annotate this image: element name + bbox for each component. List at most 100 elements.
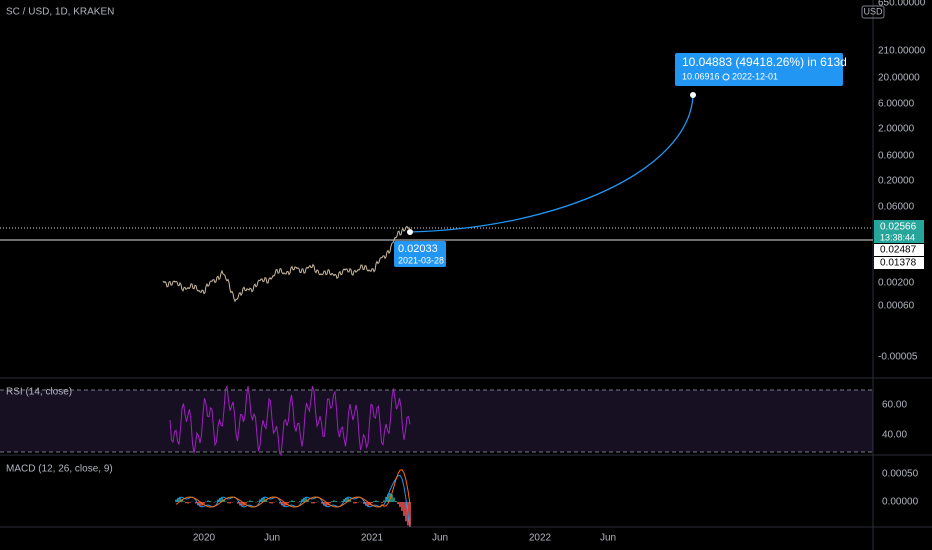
macd-histogram bbox=[341, 501, 343, 502]
macd-histogram bbox=[247, 501, 249, 502]
macd-histogram bbox=[205, 501, 207, 502]
price-badge bbox=[874, 244, 924, 256]
start-point bbox=[407, 229, 413, 235]
macd-histogram bbox=[221, 497, 223, 502]
macd-title: MACD (12, 26, close, 9) bbox=[6, 464, 113, 475]
macd-histogram bbox=[311, 502, 313, 504]
macd-histogram bbox=[395, 501, 397, 502]
macd-histogram bbox=[321, 502, 323, 504]
price-axis-label: -0.00005 bbox=[878, 352, 918, 363]
macd-histogram bbox=[401, 502, 403, 511]
symbol-title: SC / USD, 1D, KRAKEN bbox=[6, 7, 114, 18]
rsi-axis-label: 40.00 bbox=[882, 430, 907, 441]
macd-histogram bbox=[399, 502, 401, 508]
rsi-band bbox=[0, 390, 873, 452]
macd-histogram bbox=[287, 502, 289, 504]
price-axis-label: 6.00000 bbox=[878, 99, 915, 110]
time-axis-label: Jun bbox=[264, 533, 280, 544]
macd-histogram bbox=[199, 502, 201, 507]
price-axis-label: 650.00000 bbox=[878, 0, 926, 9]
macd-histogram bbox=[387, 493, 389, 502]
start-date: 2021-03-28 bbox=[398, 255, 444, 265]
macd-histogram bbox=[179, 497, 181, 502]
countdown: 13:38:44 bbox=[880, 232, 915, 242]
macd-histogram bbox=[245, 502, 247, 504]
start-price: 0.02033 bbox=[398, 243, 438, 255]
macd-histogram bbox=[335, 501, 337, 502]
macd-histogram bbox=[241, 502, 243, 507]
time-axis-label: 2022 bbox=[529, 533, 552, 544]
macd-histogram bbox=[353, 502, 355, 504]
macd-histogram bbox=[325, 502, 327, 507]
time-axis-label: Jun bbox=[600, 533, 616, 544]
macd-histogram bbox=[375, 500, 377, 502]
macd-histogram bbox=[329, 502, 331, 504]
macd-histogram bbox=[203, 502, 205, 504]
last-price: 0.02566 bbox=[880, 222, 917, 233]
macd-histogram bbox=[307, 499, 309, 502]
macd-histogram bbox=[283, 502, 285, 507]
macd-histogram bbox=[381, 502, 383, 503]
projection-box bbox=[675, 53, 843, 86]
macd-axis-label: 0.00050 bbox=[882, 469, 919, 480]
macd-histogram bbox=[257, 501, 259, 502]
macd-histogram bbox=[269, 502, 271, 504]
price-axis-label: 210.00000 bbox=[878, 46, 926, 57]
macd-histogram bbox=[367, 502, 369, 507]
macd-histogram bbox=[313, 502, 315, 504]
macd-histogram bbox=[363, 502, 365, 504]
macd-histogram bbox=[397, 502, 399, 505]
macd-histogram bbox=[209, 500, 211, 502]
macd-axis-label: 0.00000 bbox=[882, 497, 919, 508]
macd-histogram bbox=[303, 497, 305, 502]
price-axis-label: 2.00000 bbox=[878, 124, 915, 135]
macd-histogram bbox=[273, 502, 275, 503]
macd-histogram bbox=[383, 500, 385, 502]
macd-histogram bbox=[371, 502, 373, 504]
macd-histogram bbox=[347, 497, 349, 502]
macd-histogram bbox=[259, 499, 261, 502]
macd-histogram bbox=[187, 502, 189, 504]
macd-histogram bbox=[249, 500, 251, 502]
price-axis-label: 20.00000 bbox=[878, 73, 920, 84]
price-axis-label: 0.00060 bbox=[878, 301, 915, 312]
price-axis-label: 0.06000 bbox=[878, 202, 915, 213]
last-price-badge bbox=[874, 220, 924, 243]
macd-histogram bbox=[189, 502, 191, 503]
unit-badge bbox=[861, 5, 885, 19]
start-box bbox=[394, 241, 446, 267]
macd-histogram bbox=[261, 497, 263, 502]
macd-histogram bbox=[293, 500, 295, 502]
macd-histogram bbox=[207, 500, 209, 502]
macd-histogram bbox=[355, 502, 357, 504]
price-axis-label: 0.60000 bbox=[878, 151, 915, 162]
macd-histogram bbox=[229, 502, 231, 504]
price-badge-label: 0.01378 bbox=[880, 258, 917, 269]
price-badge-label: 0.02487 bbox=[880, 245, 917, 256]
projection-point bbox=[690, 92, 696, 98]
macd-histogram bbox=[231, 502, 233, 503]
macd-histogram bbox=[291, 500, 293, 502]
price-axis-label: 0.20000 bbox=[878, 176, 915, 187]
signal-line bbox=[175, 469, 411, 508]
projection-date: 2022-12-01 bbox=[732, 71, 778, 81]
macd-histogram bbox=[349, 499, 351, 502]
macd-histogram bbox=[227, 502, 229, 504]
macd-histogram bbox=[175, 499, 177, 502]
macd-histogram bbox=[391, 494, 393, 502]
macd-histogram bbox=[217, 499, 219, 502]
price-series bbox=[162, 225, 411, 303]
macd-histogram bbox=[299, 501, 301, 502]
clock-icon bbox=[722, 73, 730, 81]
macd-histogram bbox=[409, 502, 411, 527]
macd-histogram bbox=[405, 502, 407, 522]
macd-histogram bbox=[279, 502, 281, 504]
projection-curve bbox=[409, 94, 694, 233]
macd-histogram bbox=[251, 500, 253, 502]
macd-histogram bbox=[333, 500, 335, 502]
macd-histogram bbox=[177, 497, 179, 502]
macd-histogram bbox=[265, 499, 267, 502]
macd-histogram bbox=[373, 501, 375, 502]
